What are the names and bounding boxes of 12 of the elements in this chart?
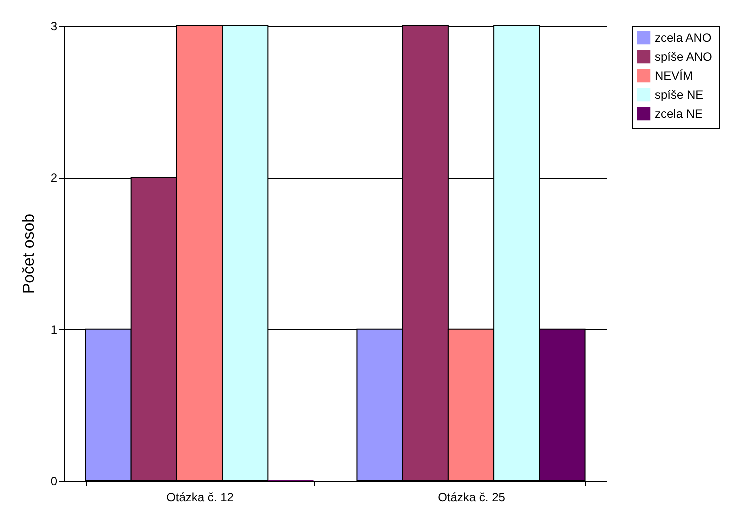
x-tick-label: Otázka č. 25 <box>438 490 506 504</box>
legend-label: spíše NE <box>655 88 704 102</box>
y-tick-label: 3 <box>50 20 58 34</box>
x-tick-label: Otázka č. 12 <box>166 490 234 504</box>
y-tick-label: 1 <box>50 322 58 337</box>
legend-label: zcela NE <box>655 107 704 121</box>
legend-label: NEVÍM <box>655 69 694 83</box>
legend-label: zcela ANO <box>655 31 712 45</box>
y-tick-label: 2 <box>50 171 58 186</box>
y-tick-label: 0 <box>50 474 58 488</box>
legend-label: spíše ANO <box>655 50 712 64</box>
y-axis-title: Počet osob <box>20 214 38 294</box>
